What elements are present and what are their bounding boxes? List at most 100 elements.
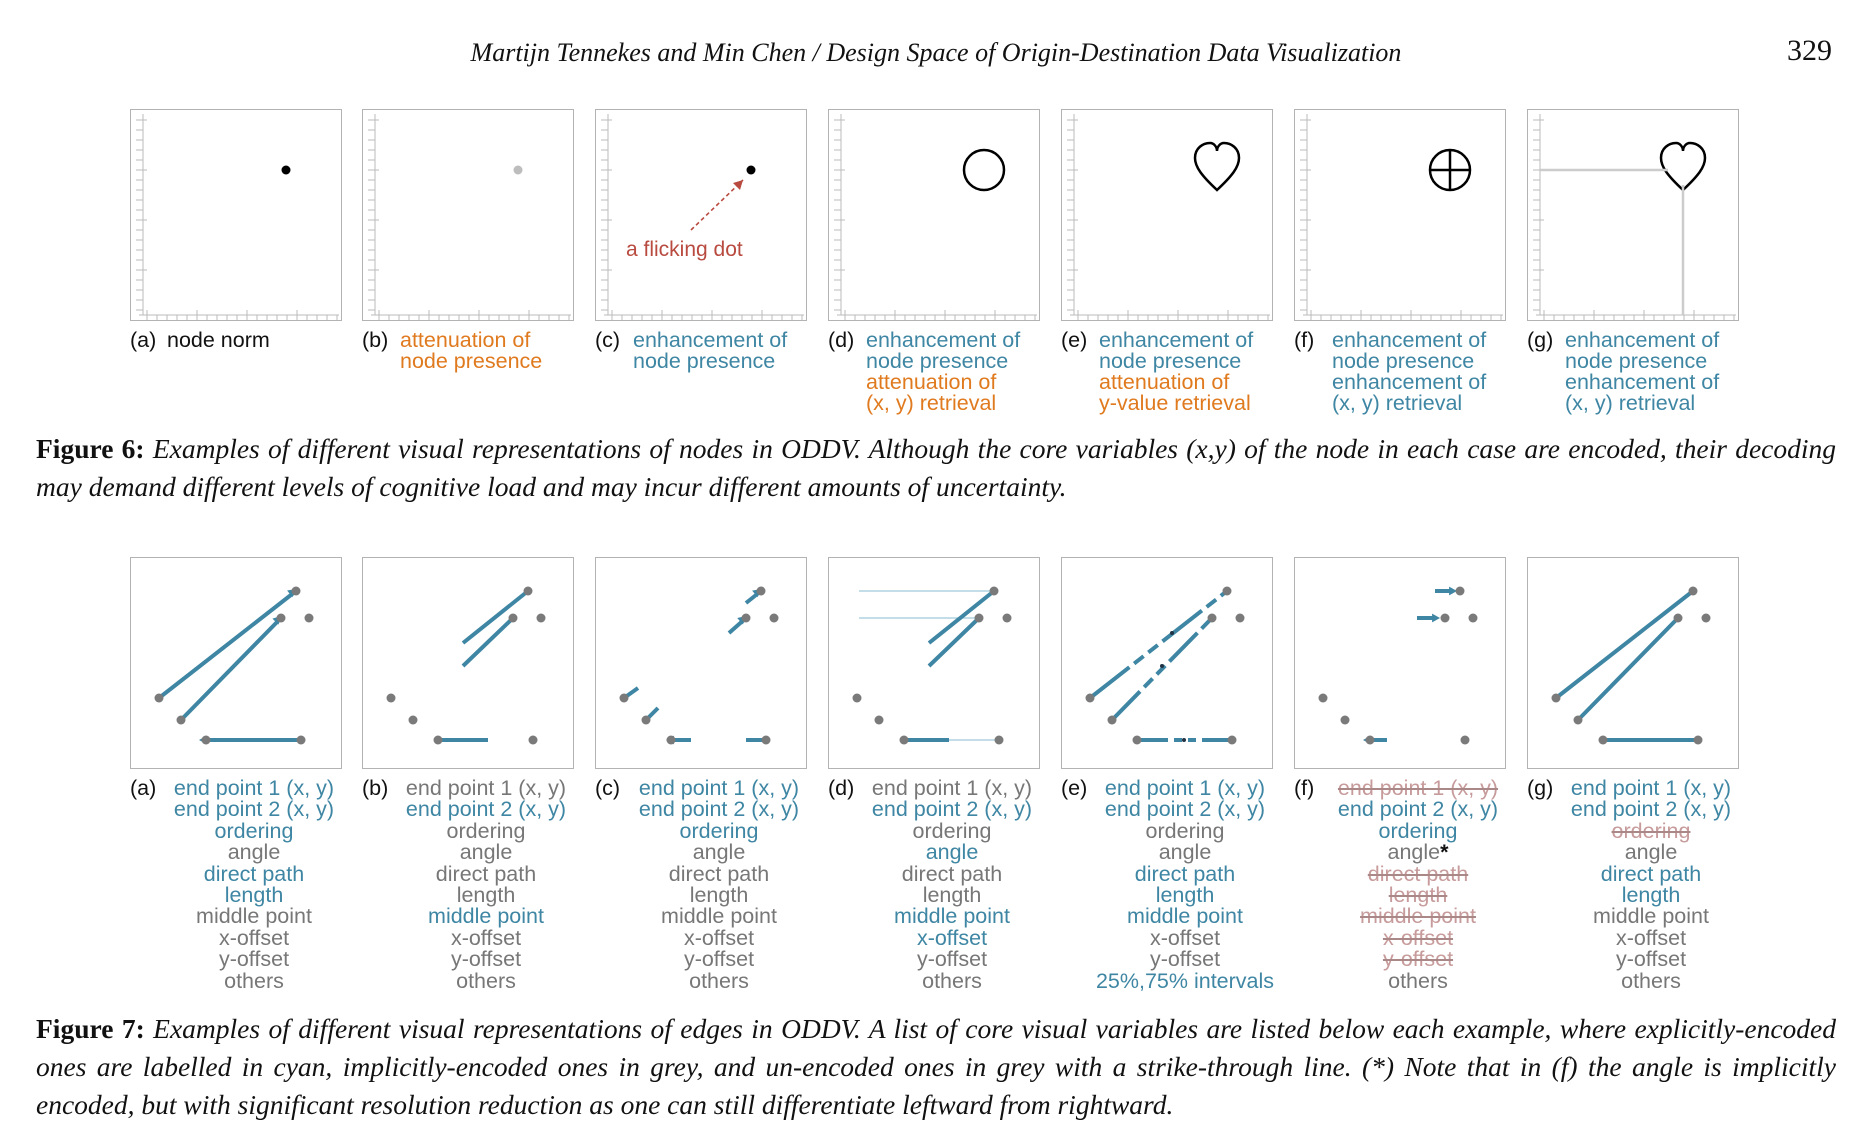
visual-variable-text: end point 2 (x, y) (1337, 797, 1499, 822)
node-dot (666, 735, 676, 745)
visual-variable: middle point (380, 906, 592, 928)
node-dot (1701, 613, 1711, 623)
visual-variable: direct path (1545, 863, 1757, 885)
visual-variable-text: end point 2 (x, y) (1570, 797, 1732, 822)
visual-variable: x-offset (613, 927, 825, 949)
visual-variable: angle (148, 840, 360, 865)
visual-variable: angle (1079, 841, 1291, 863)
axis-ticks (601, 114, 804, 320)
node-dot (1455, 586, 1465, 596)
visual-variable-text: angle (459, 840, 513, 865)
node-dot (1222, 586, 1232, 596)
visual-variable-text: x-offset (450, 925, 522, 950)
caption-line: attenuation of (866, 370, 997, 394)
interval-edge (1088, 589, 1229, 700)
visual-variable-text: length (456, 883, 516, 908)
figure-6-caption: Figure 6: Examples of different visual r… (36, 430, 1836, 506)
visual-variable: angle* (1312, 841, 1524, 863)
axis-ticks (368, 114, 571, 320)
visual-variable-text: middle point (894, 904, 1010, 929)
visual-variable-text: others (922, 968, 982, 993)
caption-line: attenuation of (400, 328, 531, 352)
visual-variable-text: direct path (668, 861, 770, 886)
node-dot (974, 613, 984, 623)
node-plot (1067, 114, 1270, 320)
edge-plot (1318, 586, 1478, 745)
edge-panel (595, 557, 807, 769)
node-dot (1002, 613, 1012, 623)
caption-line: node presence (633, 349, 776, 373)
node-dot (1673, 613, 1683, 623)
node-dot (1235, 613, 1245, 623)
visual-variable-text: x-offset (218, 925, 290, 950)
visual-variable-text: ordering (1378, 818, 1458, 843)
caption-line: (x, y) retrieval (1332, 391, 1463, 415)
visual-variable: end point 2 (x, y) (1312, 797, 1524, 822)
visual-variable: ordering (1312, 818, 1524, 843)
annotation-label: a flicking dot (626, 238, 743, 261)
midpoint-dot (1160, 664, 1164, 668)
visual-variable: x-offset (846, 927, 1058, 949)
page-number: 329 (1787, 34, 1832, 67)
visual-variable: ordering (380, 820, 592, 842)
node-dot (528, 735, 538, 745)
panel-letter: (d) (828, 776, 855, 800)
visual-variable-text: angle (227, 840, 281, 865)
visual-variable-text: length (1621, 883, 1681, 908)
node-dot (1598, 735, 1608, 745)
panel-letter: (g) (1527, 776, 1554, 800)
visual-variable-text: others (1621, 968, 1681, 993)
edge-plot (1085, 586, 1245, 745)
visual-variable: x-offset (1312, 927, 1524, 949)
edge-plot (154, 586, 314, 745)
node-panel (828, 109, 1040, 321)
visual-variable: middle point (846, 904, 1058, 929)
axis-ticks (1067, 114, 1270, 320)
visual-variable-text: end point 2 (x, y) (173, 797, 335, 822)
visual-variable-text: y-offset (1382, 947, 1454, 972)
caption-line: enhancement of (1565, 328, 1720, 352)
caption-line: y-value retrieval (1099, 391, 1251, 415)
visual-variable: end point 1 (x, y) (846, 777, 1058, 799)
panel-letter: (b) (362, 776, 389, 800)
visual-variable-text: direct path (1134, 861, 1236, 886)
visual-variable-text: ordering (1145, 818, 1225, 843)
edge-panel (130, 557, 342, 769)
visual-variable: length (1079, 884, 1291, 906)
edge-plot (1551, 586, 1711, 745)
caption-line: node presence (866, 349, 1009, 373)
visual-variable: direct path (380, 861, 592, 886)
visual-variable-list: end point 1 (x, y) end point 2 (x, y) orde… (380, 777, 592, 992)
visual-variable: ordering (846, 820, 1058, 842)
visual-variable-text: direct path (435, 861, 537, 886)
caption-line: enhancement of (1099, 328, 1254, 352)
visual-variable-text: end point 2 (x, y) (871, 797, 1033, 822)
node-dot (619, 693, 629, 703)
figure-6-caption-text: Examples of different visual representat… (36, 433, 1836, 502)
node-dot (746, 165, 756, 175)
caption-line: (x, y) retrieval (866, 391, 997, 415)
annotation-arrow (690, 179, 744, 231)
visual-variable-text: end point 2 (x, y) (1104, 797, 1266, 822)
node-dot (1551, 693, 1561, 703)
visual-variable-text: ordering (1611, 818, 1691, 843)
arrow-head (733, 180, 743, 190)
visual-variable: length (380, 883, 592, 908)
figure-7-caption-text: Examples of different visual representat… (36, 1013, 1836, 1120)
visual-variable: end point 2 (x, y) (846, 797, 1058, 822)
edge (157, 589, 298, 700)
faded-node-dot (513, 165, 523, 175)
visual-variable-text: x-offset (1615, 925, 1687, 950)
panel-letter: (e) (1061, 328, 1088, 352)
visual-variable: end point 1 (x, y) (1079, 777, 1291, 799)
node-dot (276, 613, 286, 623)
caption-line: enhancement of (633, 328, 788, 352)
visual-variable-list: end point 1 (x, y) end point 2 (x, y) orde… (613, 777, 825, 992)
node-dot (899, 735, 909, 745)
visual-variable: direct path (1312, 863, 1524, 885)
visual-variable-list: end point 1 (x, y) end point 2 (x, y) orde… (148, 777, 360, 992)
visual-variable-text: ordering (679, 818, 759, 843)
visual-variable-text: length (1388, 883, 1448, 908)
visual-variable: length (1545, 883, 1757, 908)
visual-variable: end point 1 (x, y) (148, 777, 360, 799)
